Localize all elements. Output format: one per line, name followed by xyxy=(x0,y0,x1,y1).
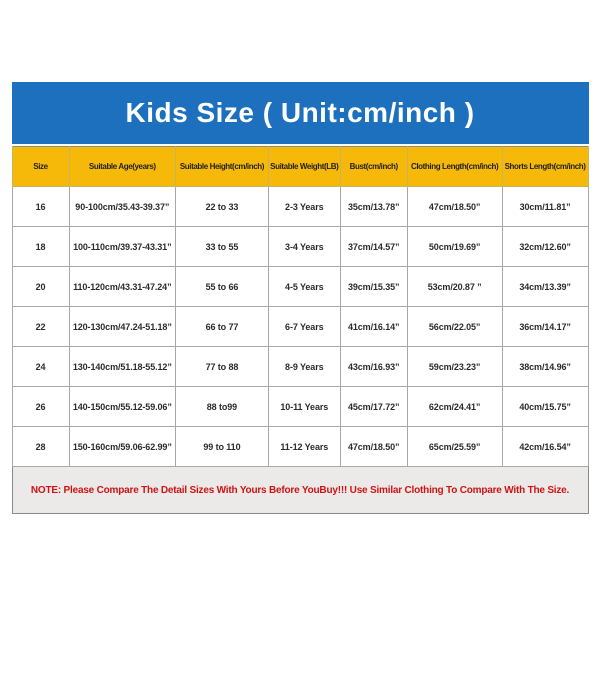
table-cell: 2-3 Years xyxy=(267,186,341,227)
table-cell: 35cm/13.78” xyxy=(339,186,408,227)
size-chart-page: Kids Size ( Unit:cm/inch ) Size Suitable… xyxy=(11,82,589,514)
table-cell: 150-160cm/59.06-62.99” xyxy=(68,426,177,467)
table-cell: 99 to 110 xyxy=(175,426,269,467)
column-header-size: Size xyxy=(11,146,70,187)
column-header-suitable-age: Suitable Age(years) xyxy=(68,146,177,187)
table-cell: 6-7 Years xyxy=(267,306,341,347)
table-cell: 77 to 88 xyxy=(175,346,269,387)
table-cell: 36cm/14.17” xyxy=(501,306,589,347)
page-title: Kids Size ( Unit:cm/inch ) xyxy=(11,82,589,144)
table-cell: 53cm/20.87 ” xyxy=(406,266,503,307)
table-row-size-18: 18 100-110cm/39.37-43.31” 33 to 55 3-4 Y… xyxy=(11,226,589,267)
table-cell: 65cm/25.59” xyxy=(406,426,503,467)
table-cell: 100-110cm/39.37-43.31” xyxy=(68,226,177,267)
table-cell: 140-150cm/55.12-59.06” xyxy=(68,386,177,427)
table-cell: 45cm/17.72” xyxy=(339,386,408,427)
table-cell: 22 xyxy=(11,306,70,347)
table-cell: 26 xyxy=(11,386,70,427)
table-cell: 10-11 Years xyxy=(267,386,341,427)
table-cell: 22 to 33 xyxy=(175,186,269,227)
table-cell: 56cm/22.05” xyxy=(406,306,503,347)
column-header-bust: Bust(cm/inch) xyxy=(339,146,408,187)
table-cell: 42cm/16.54” xyxy=(501,426,589,467)
table-row-size-24: 24 130-140cm/51.18-55.12” 77 to 88 8-9 Y… xyxy=(11,346,589,387)
table-cell: 4-5 Years xyxy=(267,266,341,307)
table-cell: 66 to 77 xyxy=(175,306,269,347)
table-cell: 34cm/13.39” xyxy=(501,266,589,307)
table-cell: 16 xyxy=(11,186,70,227)
table-cell: 47cm/18.50” xyxy=(339,426,408,467)
table-cell: 41cm/16.14” xyxy=(339,306,408,347)
table-cell: 55 to 66 xyxy=(175,266,269,307)
table-cell: 43cm/16.93” xyxy=(339,346,408,387)
column-header-suitable-height: Suitable Height(cm/inch) xyxy=(175,146,269,187)
table-cell: 20 xyxy=(11,266,70,307)
table-cell: 39cm/15.35” xyxy=(339,266,408,307)
table-cell: 11-12 Years xyxy=(267,426,341,467)
table-cell: 47cm/18.50” xyxy=(406,186,503,227)
table-cell: 30cm/11.81” xyxy=(501,186,589,227)
table-cell: 38cm/14.96” xyxy=(501,346,589,387)
table-cell: 62cm/24.41” xyxy=(406,386,503,427)
table-cell: 120-130cm/47.24-51.18” xyxy=(68,306,177,347)
column-header-shorts-length: Shorts Length(cm/inch) xyxy=(501,146,589,187)
size-table: Size Suitable Age(years) Suitable Height… xyxy=(11,146,589,467)
column-header-suitable-weight: Suitable Weight(LB) xyxy=(267,146,341,187)
table-cell: 28 xyxy=(11,426,70,467)
table-row-size-28: 28 150-160cm/59.06-62.99” 99 to 110 11-1… xyxy=(11,426,589,467)
table-row-size-20: 20 110-120cm/43.31-47.24” 55 to 66 4-5 Y… xyxy=(11,266,589,307)
table-cell: 18 xyxy=(11,226,70,267)
table-row-size-26: 26 140-150cm/55.12-59.06” 88 to99 10-11 … xyxy=(11,386,589,427)
table-cell: 24 xyxy=(11,346,70,387)
table-cell: 40cm/15.75” xyxy=(501,386,589,427)
table-cell: 130-140cm/51.18-55.12” xyxy=(68,346,177,387)
table-cell: 50cm/19.69” xyxy=(406,226,503,267)
table-cell: 8-9 Years xyxy=(267,346,341,387)
table-cell: 59cm/23.23” xyxy=(406,346,503,387)
table-cell: 3-4 Years xyxy=(267,226,341,267)
table-cell: 32cm/12.60” xyxy=(501,226,589,267)
table-row-size-22: 22 120-130cm/47.24-51.18” 66 to 77 6-7 Y… xyxy=(11,306,589,347)
column-header-clothing-length: Clothing Length(cm/inch) xyxy=(406,146,503,187)
table-cell: 88 to99 xyxy=(175,386,269,427)
note-banner: NOTE: Please Compare The Detail Sizes Wi… xyxy=(11,467,589,514)
table-cell: 110-120cm/43.31-47.24” xyxy=(68,266,177,307)
note-text: NOTE: Please Compare The Detail Sizes Wi… xyxy=(30,484,570,496)
table-header-row: Size Suitable Age(years) Suitable Height… xyxy=(11,146,589,187)
table-cell: 33 to 55 xyxy=(175,226,269,267)
table-cell: 90-100cm/35.43-39.37” xyxy=(68,186,177,227)
table-cell: 37cm/14.57” xyxy=(339,226,408,267)
table-row-size-16: 16 90-100cm/35.43-39.37” 22 to 33 2-3 Ye… xyxy=(11,186,589,227)
